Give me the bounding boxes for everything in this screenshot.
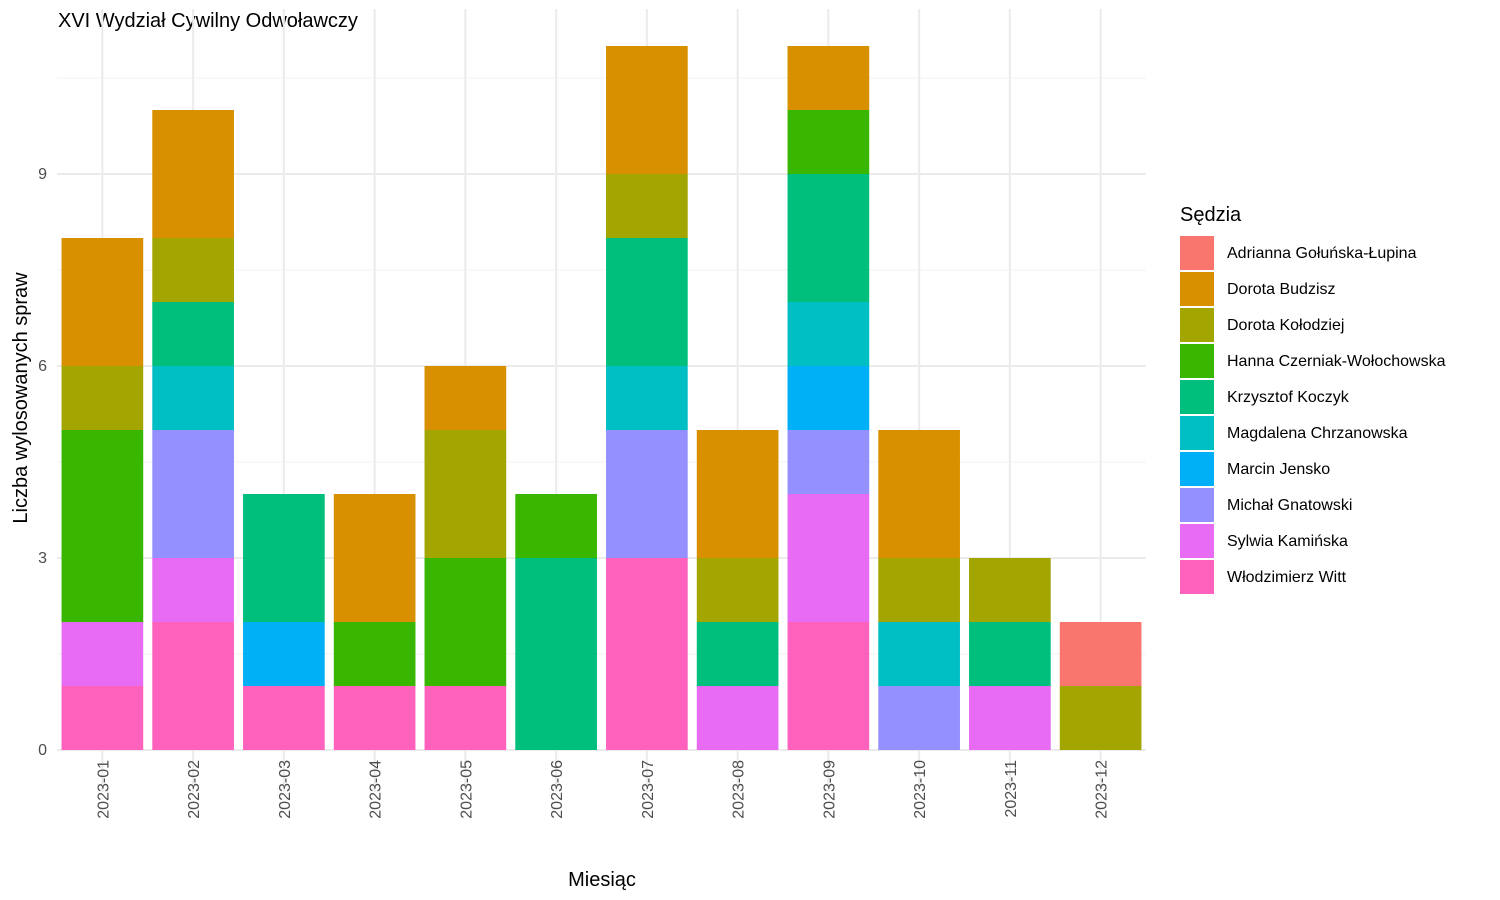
bar-segment (696, 622, 779, 686)
legend-swatch (1180, 344, 1214, 378)
bar-segment (333, 494, 416, 622)
bar-segment (243, 494, 325, 622)
x-tick-label: 2023-02 (186, 760, 203, 819)
bar-segment (152, 238, 234, 302)
bar-segment (787, 622, 870, 750)
x-tick-label: 2023-05 (458, 760, 475, 819)
bar-segment (1059, 686, 1142, 750)
bar-segment (787, 494, 870, 622)
bar-segment (878, 622, 960, 686)
y-axis-label: Liczba wylosowanych spraw (10, 272, 32, 524)
bar-segment (61, 430, 144, 622)
bar-segment (152, 302, 234, 366)
bar-segment (61, 238, 144, 366)
bars (61, 46, 1142, 750)
bar-segment (152, 558, 234, 622)
legend-label: Adrianna Gołuńska-Łupina (1227, 245, 1417, 262)
legend-label: Magdalena Chrzanowska (1227, 425, 1408, 442)
y-tick-label: 3 (38, 550, 47, 567)
bar-segment (333, 686, 416, 750)
bar-segment (696, 430, 779, 558)
bar-segment (787, 174, 870, 302)
y-tick-label: 0 (38, 742, 47, 759)
bar-segment (424, 558, 507, 686)
bar-segment (696, 686, 779, 750)
legend-label: Marcin Jensko (1227, 461, 1330, 478)
legend-label: Michał Gnatowski (1227, 497, 1352, 514)
bar-segment (1059, 622, 1142, 686)
bar-segment (152, 622, 234, 750)
legend-label: Dorota Budzisz (1227, 281, 1336, 298)
bar-segment (243, 686, 325, 750)
x-tick-label: 2023-04 (368, 760, 385, 819)
x-tick-label: 2023-12 (1094, 760, 1111, 819)
x-axis-ticks: 2023-01 2023-02 2023-03 2023-04 2023-05 2023-… (95, 760, 1110, 819)
bar-segment (424, 686, 507, 750)
x-axis-label: Miesiąc (568, 869, 636, 891)
legend: Sędzia Adrianna Gołuńska-Łupina Dorota Bu… (1180, 204, 1446, 594)
legend-swatch (1180, 272, 1214, 306)
bar-segment (606, 174, 688, 238)
bar-segment (606, 46, 688, 174)
x-tick-label: 2023-09 (821, 760, 838, 819)
bar-segment (969, 558, 1051, 622)
bar-segment (969, 622, 1051, 686)
bar-segment (61, 622, 144, 686)
y-tick-label: 9 (38, 166, 47, 183)
legend-label: Dorota Kołodziej (1227, 317, 1344, 334)
x-tick-label: 2023-07 (640, 760, 657, 819)
bar-segment (515, 494, 597, 558)
legend-swatch (1180, 416, 1214, 450)
bar-segment (152, 430, 234, 558)
bar-segment (606, 430, 688, 558)
legend-swatch (1180, 488, 1214, 522)
x-tick-label: 2023-01 (95, 760, 112, 819)
x-tick-label: 2023-06 (549, 760, 566, 819)
legend-swatch (1180, 380, 1214, 414)
legend-swatch (1180, 524, 1214, 558)
bar-segment (333, 622, 416, 686)
bar-segment (515, 558, 597, 750)
bar-segment (878, 430, 960, 558)
legend-swatch (1180, 452, 1214, 486)
bar-segment (969, 686, 1051, 750)
x-tick-label: 2023-10 (912, 760, 929, 819)
legend-label: Krzysztof Koczyk (1227, 389, 1350, 406)
bar-segment (424, 366, 507, 430)
legend-swatch (1180, 308, 1214, 342)
bar-segment (606, 366, 688, 430)
bar-segment (152, 366, 234, 430)
legend-label: Hanna Czerniak-Wołochowska (1227, 353, 1446, 370)
bar-segment (787, 430, 870, 494)
bar-segment (61, 686, 144, 750)
bar-segment (878, 558, 960, 622)
legend-swatch (1180, 560, 1214, 594)
bar-segment (787, 110, 870, 174)
bar-segment (243, 622, 325, 686)
bar-segment (606, 238, 688, 366)
y-tick-label: 6 (38, 358, 47, 375)
bar-segment (606, 558, 688, 750)
x-tick-label: 2023-03 (277, 760, 294, 819)
bar-segment (424, 430, 507, 558)
legend-swatch (1180, 236, 1214, 270)
bar-segment (152, 110, 234, 238)
legend-title: Sędzia (1180, 204, 1242, 226)
bar-segment (878, 686, 960, 750)
bar-segment (787, 46, 870, 110)
legend-label: Włodzimierz Witt (1227, 569, 1347, 586)
x-tick-label: 2023-08 (731, 760, 748, 819)
bar-segment (696, 558, 779, 622)
x-tick-label: 2023-11 (1003, 760, 1020, 818)
bar-segment (787, 302, 870, 366)
bar-segment (61, 366, 144, 430)
legend-label: Sylwia Kamińska (1227, 533, 1348, 550)
y-axis-ticks: 0 3 6 9 (38, 166, 47, 759)
bar-segment (787, 366, 870, 430)
